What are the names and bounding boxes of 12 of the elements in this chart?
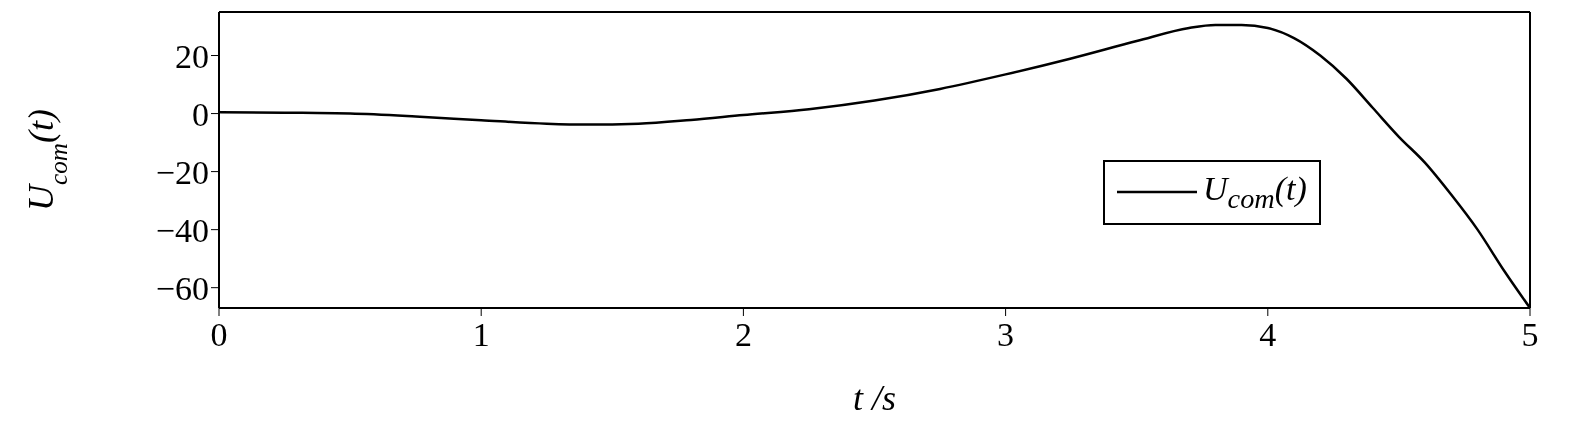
x-tick-label: 3: [997, 316, 1015, 354]
x-tick-label: 2: [734, 316, 752, 354]
y-tick-label: −20: [155, 153, 209, 191]
x-tick-label: 5: [1521, 316, 1539, 354]
y-tick-label: −40: [155, 211, 209, 249]
x-tick-label: 4: [1259, 316, 1277, 354]
y-tick-label: 0: [192, 95, 209, 133]
legend-label: U$_{com}$(t): [1203, 170, 1307, 215]
y-tick-label: 20: [175, 37, 209, 75]
y-tick-label: −60: [155, 269, 209, 307]
x-axis-title: t /s: [852, 378, 897, 418]
x-tick-label: 1: [472, 316, 490, 354]
